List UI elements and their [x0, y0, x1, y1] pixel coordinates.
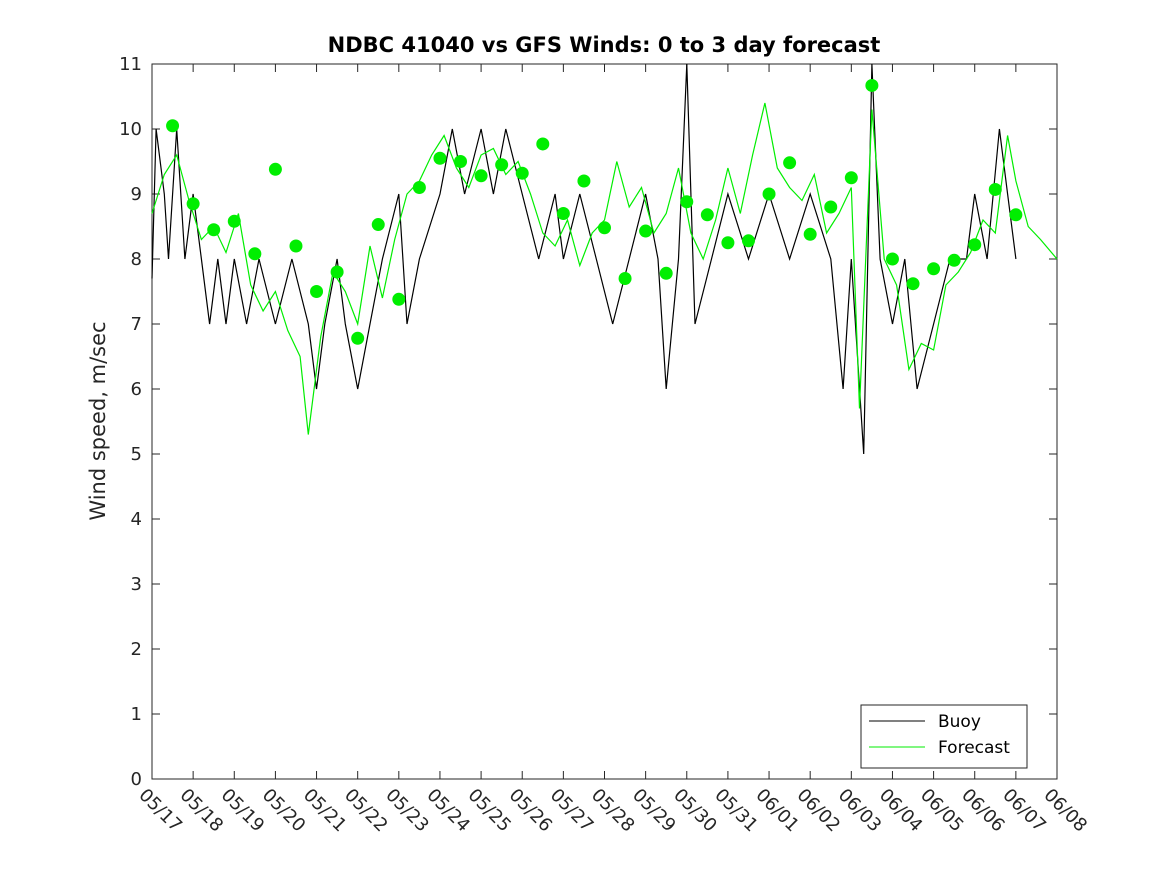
forecast-marker	[371, 218, 385, 232]
forecast-marker	[947, 253, 961, 267]
forecast-marker	[741, 234, 755, 248]
y-tick-label: 2	[131, 639, 142, 660]
forecast-marker	[721, 236, 735, 250]
y-tick-label: 8	[131, 249, 142, 270]
y-tick-label: 5	[131, 444, 142, 465]
forecast-marker	[433, 151, 447, 165]
forecast-marker	[289, 239, 303, 253]
forecast-marker	[351, 331, 365, 345]
forecast-marker	[968, 238, 982, 252]
legend-box	[860, 704, 1028, 769]
forecast-marker	[268, 162, 282, 176]
y-tick-label: 1	[131, 704, 142, 725]
forecast-marker	[598, 221, 611, 235]
forecast-marker	[803, 227, 817, 241]
forecast-marker	[227, 214, 241, 228]
legend-label-forecast: Forecast	[938, 738, 1010, 758]
forecast-marker	[515, 166, 529, 180]
forecast-marker	[885, 252, 899, 266]
forecast-marker	[762, 187, 776, 201]
forecast-marker	[680, 195, 694, 209]
forecast-series-line	[151, 102, 1058, 435]
chart-title: NDBC 41040 vs GFS Winds: 0 to 3 day fore…	[328, 33, 881, 57]
forecast-marker	[865, 78, 879, 92]
forecast-marker	[330, 265, 344, 279]
forecast-marker	[639, 224, 653, 238]
forecast-marker	[495, 158, 509, 172]
forecast-marker	[824, 200, 838, 214]
forecast-marker	[844, 171, 858, 185]
forecast-marker	[166, 119, 180, 133]
forecast-marker	[536, 137, 550, 151]
forecast-marker	[207, 223, 221, 237]
forecast-marker	[248, 247, 262, 261]
y-tick-label: 4	[131, 509, 142, 530]
forecast-marker	[988, 182, 1002, 196]
y-tick-label: 0	[131, 769, 142, 790]
forecast-marker	[659, 266, 673, 280]
y-tick-label: 7	[131, 314, 142, 335]
y-tick-label: 3	[131, 574, 142, 595]
forecast-marker	[577, 174, 591, 188]
y-axis-label: Wind speed, m/sec	[86, 321, 110, 520]
y-tick-label: 9	[131, 184, 142, 205]
forecast-marker	[927, 262, 941, 276]
forecast-marker	[186, 197, 200, 211]
forecast-marker	[700, 208, 714, 222]
forecast-marker	[412, 181, 426, 194]
y-tick-label: 10	[119, 119, 142, 140]
y-tick-label: 11	[119, 54, 142, 75]
forecast-marker	[618, 272, 632, 285]
forecast-marker	[1009, 208, 1023, 222]
forecast-marker	[474, 169, 488, 183]
forecast-marker	[556, 207, 570, 220]
forecast-marker	[783, 156, 797, 170]
forecast-marker	[906, 277, 920, 291]
forecast-marker	[454, 155, 468, 168]
legend: Buoy Forecast	[860, 704, 1028, 769]
y-tick-label: 6	[131, 379, 142, 400]
forecast-marker	[310, 285, 324, 298]
legend-label-buoy: Buoy	[938, 712, 981, 732]
forecast-marker	[392, 292, 406, 306]
